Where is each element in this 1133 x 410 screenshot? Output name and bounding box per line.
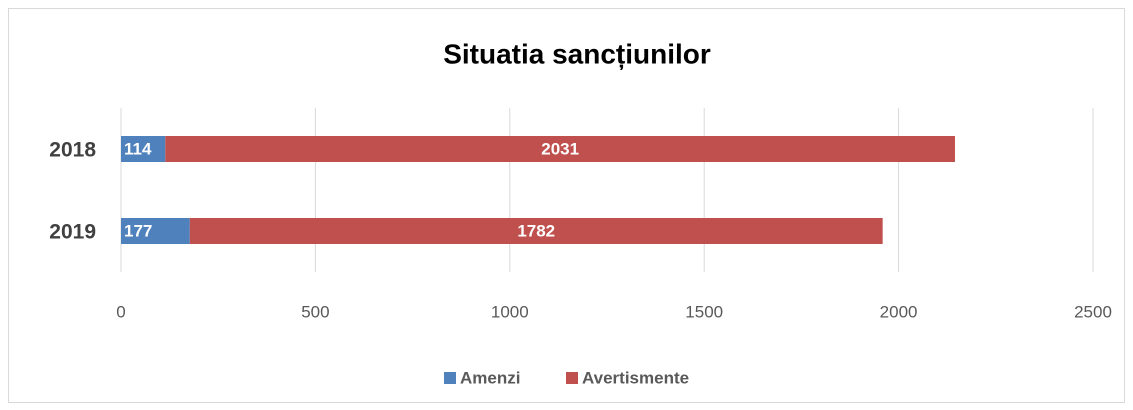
x-tick-label: 0	[116, 302, 125, 321]
data-label: 114	[124, 139, 152, 158]
legend-label: Avertismente	[582, 368, 689, 387]
legend-swatch	[444, 372, 456, 384]
bar-segment	[165, 136, 955, 162]
x-tick-label: 1000	[491, 302, 529, 321]
chart-border	[8, 8, 1125, 403]
x-tick-label: 2000	[880, 302, 918, 321]
legend-swatch	[566, 372, 578, 384]
data-label: 2031	[541, 139, 579, 158]
x-tick-label: 1500	[685, 302, 723, 321]
data-label: 1782	[517, 221, 555, 240]
bar-segment	[121, 218, 190, 244]
x-tick-label: 500	[301, 302, 329, 321]
x-tick-label: 2500	[1074, 302, 1112, 321]
y-tick-label: 2018	[49, 139, 96, 162]
legend-label: Amenzi	[460, 368, 520, 387]
y-tick-label: 2019	[49, 221, 96, 244]
data-label: 177	[124, 221, 152, 240]
bar-segment	[121, 136, 166, 162]
bar-segment	[189, 218, 883, 244]
chart-title: Situatia sancțiunilor	[443, 38, 711, 69]
